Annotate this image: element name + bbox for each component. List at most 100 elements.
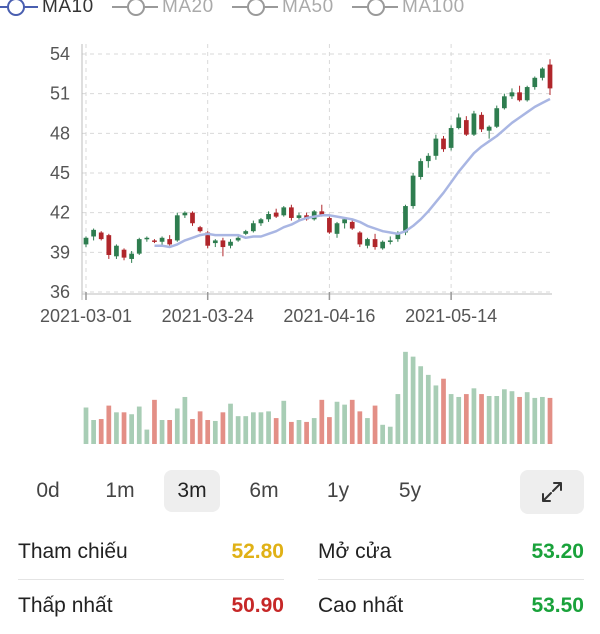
volume-bar bbox=[524, 392, 530, 444]
expand-chart-button[interactable] bbox=[520, 470, 584, 514]
candle-body bbox=[463, 120, 469, 135]
candle-body bbox=[502, 96, 507, 109]
candle-body bbox=[220, 240, 226, 248]
volume-bar bbox=[547, 397, 553, 444]
volume-bar bbox=[235, 416, 241, 444]
legend-item-ma100[interactable]: MA100 bbox=[352, 0, 465, 20]
candle-body bbox=[289, 207, 294, 218]
legend-item-ma20[interactable]: MA20 bbox=[112, 0, 214, 20]
range-6m[interactable]: 6m bbox=[249, 479, 279, 502]
candle-body bbox=[235, 237, 241, 241]
gridlines bbox=[82, 44, 552, 293]
volume-bar bbox=[502, 389, 507, 444]
range-1m[interactable]: 1m bbox=[105, 479, 135, 502]
candle-body bbox=[205, 232, 211, 246]
volume-bar bbox=[418, 366, 424, 444]
range-0d[interactable]: 0d bbox=[36, 479, 60, 502]
volume-bar bbox=[387, 426, 393, 444]
volume-bar bbox=[311, 418, 317, 444]
candle-body bbox=[167, 239, 173, 245]
candle-body bbox=[114, 245, 119, 257]
range-5y[interactable]: 5y bbox=[398, 479, 422, 502]
candle-body bbox=[494, 108, 500, 127]
volume-bar bbox=[425, 374, 431, 444]
candle-body bbox=[387, 240, 393, 242]
candle-body bbox=[342, 219, 347, 224]
candle-body bbox=[540, 68, 545, 78]
range-1y[interactable]: 1y bbox=[326, 479, 350, 502]
stat-open: Mở cửa 53.20 bbox=[318, 526, 584, 580]
volume-bar bbox=[448, 394, 454, 444]
volume-bar bbox=[281, 400, 287, 444]
candle-body bbox=[403, 206, 408, 233]
volume-bar bbox=[395, 394, 401, 444]
stat-label: Cao nhất bbox=[318, 594, 404, 617]
candle-body bbox=[532, 77, 538, 88]
volume-bar bbox=[197, 411, 203, 444]
volume-bar bbox=[190, 419, 195, 444]
legend-item-ma50[interactable]: MA50 bbox=[232, 0, 334, 20]
volume-bar bbox=[463, 394, 469, 444]
legend-label: MA50 bbox=[282, 0, 334, 17]
volume-bar bbox=[349, 399, 355, 444]
stat-label: Mở cửa bbox=[318, 540, 392, 563]
candle-body bbox=[182, 212, 188, 216]
candle-body bbox=[418, 161, 424, 177]
candle-body bbox=[144, 237, 150, 240]
x-tick-label: 2021-03-24 bbox=[162, 306, 254, 326]
candle-body bbox=[273, 212, 279, 217]
candle-body bbox=[479, 114, 484, 130]
stat-value: 53.50 bbox=[531, 594, 584, 617]
volume-bar bbox=[540, 396, 545, 444]
divider bbox=[318, 579, 584, 580]
candle-body bbox=[471, 113, 477, 135]
candle-body bbox=[349, 221, 355, 229]
ma10-line bbox=[154, 97, 551, 249]
candle-body bbox=[524, 87, 530, 101]
candle-body bbox=[410, 175, 416, 207]
candle-body bbox=[266, 213, 271, 220]
volume-bar bbox=[167, 420, 173, 444]
y-tick-label: 45 bbox=[50, 163, 70, 183]
chart-legend: MA10 MA20 MA50 MA100 bbox=[0, 0, 600, 20]
candle-body bbox=[441, 138, 446, 150]
candlesticks bbox=[83, 59, 553, 263]
volume-bar bbox=[517, 396, 522, 444]
x-tick-label: 2021-05-14 bbox=[405, 306, 497, 326]
candle-body bbox=[91, 229, 96, 237]
volume-bar bbox=[327, 417, 332, 444]
volume-bar bbox=[136, 406, 142, 444]
volume-bar bbox=[456, 396, 462, 444]
legend-item-ma10[interactable]: MA10 bbox=[0, 0, 94, 20]
candle-body bbox=[83, 237, 89, 245]
time-range-selector: 0d 1m 3m 6m 1y 5y bbox=[0, 468, 600, 516]
volume-bar bbox=[471, 388, 477, 444]
legend-marker-icon bbox=[232, 0, 278, 17]
candle-body bbox=[334, 223, 340, 234]
volume-bar bbox=[91, 420, 96, 444]
volume-bar bbox=[83, 407, 89, 444]
volume-bar bbox=[342, 404, 347, 444]
volume-bar bbox=[380, 424, 386, 444]
volume-bar bbox=[129, 414, 134, 444]
candle-body bbox=[258, 219, 264, 224]
candle-body bbox=[136, 239, 142, 254]
legend-marker-icon bbox=[352, 0, 398, 17]
volume-bar bbox=[372, 405, 378, 444]
y-tick-label: 42 bbox=[50, 203, 70, 223]
candle-body bbox=[129, 253, 134, 259]
volume-bar bbox=[159, 420, 165, 444]
volume-bar bbox=[152, 399, 157, 444]
volume-bar bbox=[365, 418, 370, 444]
candle-body bbox=[98, 232, 104, 240]
stat-value: 53.20 bbox=[531, 540, 584, 563]
range-3m[interactable]: 3m bbox=[164, 470, 220, 512]
candle-body bbox=[547, 64, 553, 89]
candle-body bbox=[456, 117, 462, 129]
candle-body bbox=[517, 92, 522, 101]
stat-reference: Tham chiếu 52.80 bbox=[18, 526, 284, 580]
stat-label: Thấp nhất bbox=[18, 594, 113, 617]
volume-bar bbox=[205, 420, 211, 444]
volume-bar bbox=[228, 403, 233, 444]
volume-bar bbox=[433, 385, 439, 444]
